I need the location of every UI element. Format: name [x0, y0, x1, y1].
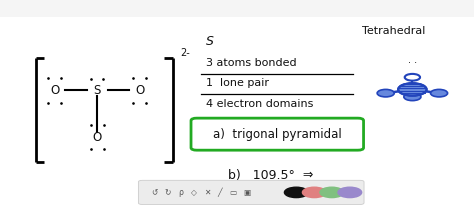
Text: ▭: ▭ — [229, 188, 237, 197]
Circle shape — [284, 187, 308, 198]
Text: · ·: · · — [408, 58, 417, 68]
Text: O: O — [50, 84, 59, 97]
FancyBboxPatch shape — [138, 180, 364, 204]
Text: O: O — [92, 131, 102, 144]
Circle shape — [338, 187, 362, 198]
Circle shape — [405, 74, 420, 81]
Text: b)   109.5°  ⇒: b) 109.5° ⇒ — [228, 169, 313, 182]
Text: a)  trigonal pyramidal: a) trigonal pyramidal — [213, 128, 342, 141]
Text: ▣: ▣ — [243, 188, 250, 197]
Circle shape — [377, 89, 394, 97]
Text: S: S — [93, 84, 101, 97]
Text: ↻: ↻ — [164, 188, 171, 197]
Text: 4 electron domains: 4 electron domains — [206, 99, 314, 109]
Text: S: S — [206, 35, 214, 48]
Text: 1  lone pair: 1 lone pair — [206, 78, 269, 88]
Text: ◇: ◇ — [191, 188, 197, 197]
Text: 3 atoms bonded: 3 atoms bonded — [206, 58, 297, 68]
Text: O: O — [135, 84, 145, 97]
Circle shape — [430, 89, 447, 97]
Circle shape — [404, 93, 421, 101]
Circle shape — [320, 187, 344, 198]
Text: Tetrahedral: Tetrahedral — [362, 26, 425, 36]
Text: ↺: ↺ — [151, 188, 157, 197]
Text: ρ: ρ — [178, 188, 183, 197]
FancyBboxPatch shape — [0, 17, 474, 208]
FancyBboxPatch shape — [191, 118, 364, 150]
Text: ╱: ╱ — [218, 188, 222, 197]
Circle shape — [302, 187, 326, 198]
Circle shape — [398, 83, 427, 96]
Text: 2-: 2- — [180, 48, 190, 58]
Text: ✕: ✕ — [204, 188, 210, 197]
